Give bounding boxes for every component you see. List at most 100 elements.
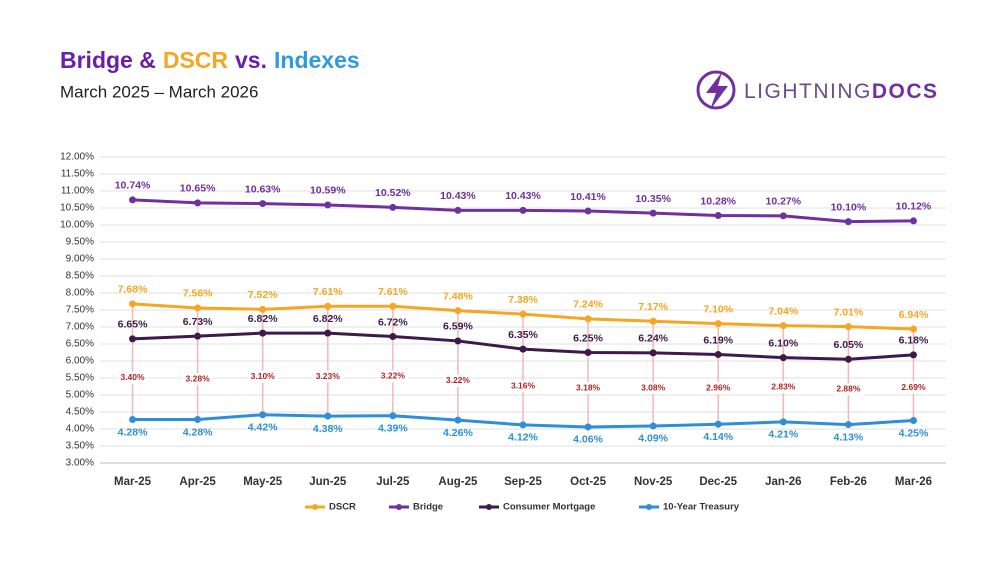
data-point xyxy=(324,329,332,337)
spread-label: 3.22% xyxy=(446,375,471,385)
x-tick-label: Dec-25 xyxy=(699,476,737,488)
data-point xyxy=(259,411,267,419)
legend-marker xyxy=(312,504,318,510)
spread-label: 3.22% xyxy=(381,371,406,381)
title-part: vs. xyxy=(235,47,267,73)
data-point xyxy=(324,201,332,209)
data-label: 4.09% xyxy=(638,433,668,445)
y-tick-label: 11.50% xyxy=(61,169,94,180)
legend-label: Consumer Mortgage xyxy=(503,502,595,513)
data-point xyxy=(519,310,527,318)
data-point xyxy=(844,355,852,363)
x-tick-label: May-25 xyxy=(243,476,283,488)
spread-label-bg xyxy=(638,382,669,395)
data-label: 7.01% xyxy=(833,306,863,318)
x-tick-label: Mar-26 xyxy=(895,476,932,488)
data-label: 10.43% xyxy=(505,190,541,202)
data-point xyxy=(129,196,137,204)
data-label: 10.59% xyxy=(310,185,346,197)
data-label: 6.10% xyxy=(768,337,798,349)
data-label: 4.26% xyxy=(443,427,473,439)
data-point xyxy=(259,305,267,313)
spread-label-bg xyxy=(442,374,473,387)
data-label: 6.94% xyxy=(899,309,929,321)
spread-label: 3.10% xyxy=(251,371,276,381)
spread-label-bg xyxy=(768,381,799,394)
data-label: 4.28% xyxy=(183,426,213,438)
data-point xyxy=(454,307,462,315)
x-tick-label: Sep-25 xyxy=(504,476,542,488)
data-label: 7.38% xyxy=(508,294,538,306)
logo-bolt xyxy=(706,72,728,110)
data-point xyxy=(844,421,852,429)
data-label: 6.19% xyxy=(703,334,733,346)
data-point xyxy=(194,199,202,207)
data-point xyxy=(779,322,787,330)
data-point xyxy=(649,317,657,325)
data-label: 6.82% xyxy=(313,313,343,325)
logo: LIGHTNINGDOCS xyxy=(696,70,939,110)
data-point xyxy=(714,420,722,428)
data-label: 6.82% xyxy=(248,313,278,325)
data-label: 4.12% xyxy=(508,432,538,444)
data-point xyxy=(714,351,722,359)
spread-label-bg xyxy=(377,370,408,383)
data-label: 10.43% xyxy=(440,190,476,202)
data-label: 10.35% xyxy=(635,193,671,205)
data-label: 10.41% xyxy=(570,191,606,203)
y-tick-label: 5.50% xyxy=(66,373,94,384)
data-label: 6.35% xyxy=(508,329,538,341)
x-tick-label: Jun-25 xyxy=(309,476,347,488)
data-point xyxy=(389,302,397,310)
data-label: 4.21% xyxy=(768,429,798,441)
data-label: 7.17% xyxy=(638,301,668,313)
y-tick-label: 11.00% xyxy=(61,186,94,197)
x-tick-label: Aug-25 xyxy=(438,476,478,488)
y-tick-label: 4.00% xyxy=(66,424,94,435)
data-point xyxy=(909,217,917,225)
data-point xyxy=(259,329,267,337)
legend-label: Bridge xyxy=(413,502,443,513)
spread-label-bg xyxy=(898,381,929,394)
data-label: 6.24% xyxy=(638,333,668,345)
data-label: 6.25% xyxy=(573,332,603,344)
y-tick-label: 9.00% xyxy=(66,254,94,265)
data-label: 4.28% xyxy=(118,426,148,438)
y-tick-label: 9.50% xyxy=(66,237,94,248)
data-point xyxy=(584,423,592,431)
spread-label: 2.96% xyxy=(706,382,731,392)
data-point xyxy=(454,416,462,424)
data-label: 6.59% xyxy=(443,321,473,333)
data-point xyxy=(779,354,787,362)
data-label: 10.28% xyxy=(700,195,736,207)
data-point xyxy=(129,335,137,343)
legend-marker xyxy=(396,504,402,510)
data-label: 7.56% xyxy=(183,288,213,300)
y-tick-label: 10.50% xyxy=(60,203,94,214)
y-tick-label: 6.50% xyxy=(66,339,94,350)
data-point xyxy=(454,337,462,345)
y-tick-label: 7.50% xyxy=(66,305,94,316)
data-label: 6.18% xyxy=(899,335,929,347)
x-tick-label: Feb-26 xyxy=(830,476,867,488)
y-tick-label: 6.00% xyxy=(66,356,94,367)
spread-label: 3.16% xyxy=(511,380,536,390)
data-point xyxy=(844,218,852,226)
data-label: 4.25% xyxy=(899,427,929,439)
x-tick-label: Mar-25 xyxy=(114,476,152,488)
title-part: Bridge & xyxy=(60,47,156,73)
data-label: 4.42% xyxy=(248,422,278,434)
chart-title: Bridge & DSCR vs. Indexes xyxy=(60,47,360,73)
data-label: 4.13% xyxy=(833,431,863,443)
data-point xyxy=(324,412,332,420)
data-point xyxy=(454,206,462,214)
data-label: 10.12% xyxy=(896,201,932,213)
x-tick-label: Nov-25 xyxy=(634,476,673,488)
logo-text: LIGHTNINGDOCS xyxy=(744,80,939,103)
chart-subtitle: March 2025 – March 2026 xyxy=(60,82,258,101)
data-label: 4.06% xyxy=(573,434,603,446)
data-label: 6.73% xyxy=(183,316,213,328)
legend-label: DSCR xyxy=(329,502,356,513)
spread-label-bg xyxy=(703,382,734,395)
data-point xyxy=(779,418,787,426)
